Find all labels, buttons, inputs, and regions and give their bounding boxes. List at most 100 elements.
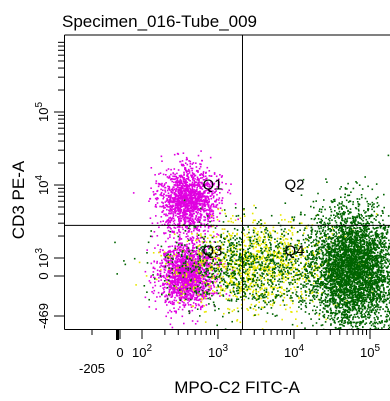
data-point: [198, 191, 200, 193]
data-point: [161, 262, 163, 265]
data-point: [212, 196, 215, 199]
data-point: [174, 285, 176, 288]
data-point: [261, 256, 263, 259]
data-point: [222, 283, 225, 286]
data-point: [220, 277, 223, 280]
data-point: [255, 293, 258, 296]
data-point: [192, 291, 194, 294]
data-point: [146, 291, 148, 293]
data-point: [186, 233, 188, 235]
data-point: [160, 276, 162, 278]
data-point: [273, 271, 275, 273]
data-point: [293, 216, 296, 218]
data-point: [285, 273, 287, 275]
data-point: [216, 186, 219, 188]
data-point: [248, 266, 251, 268]
data-point: [197, 294, 200, 296]
data-point: [169, 189, 171, 192]
data-point: [223, 237, 225, 240]
data-point: [250, 255, 253, 257]
data-point: [217, 199, 220, 201]
data-point: [197, 245, 199, 248]
data-point: [198, 254, 201, 257]
data-point: [281, 318, 283, 321]
data-point: [191, 240, 193, 242]
data-point: [172, 302, 174, 304]
data-point: [279, 260, 282, 262]
data-point: [165, 182, 167, 184]
data-point: [172, 286, 175, 289]
data-point: [201, 245, 204, 248]
data-point: [238, 286, 241, 288]
data-point: [182, 289, 184, 292]
data-point: [200, 186, 203, 189]
data-point: [169, 262, 171, 265]
data-point: [183, 302, 185, 304]
data-point: [174, 270, 176, 273]
data-point: [240, 253, 242, 255]
data-point: [199, 274, 201, 277]
data-point: [211, 277, 213, 280]
data-point: [170, 204, 172, 207]
data-point: [171, 283, 174, 286]
data-point: [174, 211, 177, 213]
data-point: [327, 265, 329, 267]
data-point: [197, 256, 200, 258]
data-point: [261, 251, 264, 254]
data-point: [208, 170, 211, 172]
data-point: [249, 252, 252, 254]
data-point: [180, 180, 183, 182]
data-point: [270, 239, 272, 242]
data-point: [202, 292, 204, 294]
data-point: [177, 235, 180, 238]
data-point: [159, 270, 162, 273]
data-point: [230, 292, 233, 294]
data-point: [191, 269, 193, 271]
data-point: [196, 264, 198, 267]
data-point: [178, 208, 181, 210]
data-point: [179, 206, 182, 208]
data-point: [224, 252, 227, 255]
data-point: [236, 232, 238, 235]
data-point: [194, 217, 197, 219]
data-point: [161, 259, 163, 262]
data-point: [192, 271, 195, 274]
data-point: [287, 263, 290, 265]
data-point: [176, 283, 178, 286]
data-point: [252, 268, 254, 271]
data-point: [201, 253, 203, 256]
data-point: [162, 173, 165, 176]
data-point: [232, 215, 234, 217]
data-point: [183, 268, 185, 271]
data-point: [307, 265, 309, 267]
data-point: [173, 153, 176, 156]
data-point: [255, 309, 257, 311]
data-point: [180, 205, 183, 208]
data-point: [209, 220, 211, 223]
data-point: [171, 300, 174, 303]
data-point: [205, 209, 207, 212]
data-point: [208, 212, 211, 215]
data-point: [200, 286, 203, 288]
data-point: [188, 185, 190, 188]
data-point: [193, 191, 196, 194]
data-point: [208, 200, 210, 203]
data-point: [186, 262, 189, 265]
data-point: [185, 183, 187, 185]
data-point: [217, 257, 220, 259]
data-point: [215, 175, 218, 178]
data-point: [291, 279, 294, 281]
data-point: [177, 194, 179, 197]
data-point: [196, 179, 198, 181]
data-point: [191, 208, 194, 211]
data-point: [229, 244, 232, 247]
data-point: [262, 294, 265, 297]
data-point: [216, 255, 218, 257]
data-point: [286, 277, 288, 279]
data-point: [188, 217, 191, 219]
data-point: [177, 284, 179, 286]
data-point: [201, 276, 203, 278]
data-point: [191, 202, 193, 205]
data-point: [294, 288, 297, 291]
